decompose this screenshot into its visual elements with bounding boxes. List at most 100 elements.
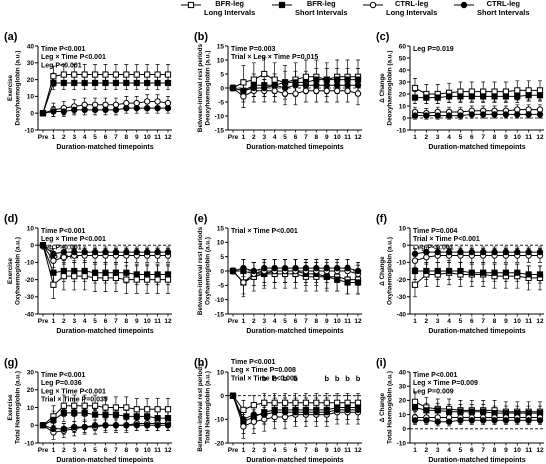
marker	[229, 267, 237, 275]
x-tick-label: 12	[354, 318, 362, 325]
marker	[344, 82, 351, 89]
y-tick-label: 0	[30, 111, 34, 118]
marker	[411, 94, 419, 101]
marker	[354, 279, 362, 286]
marker	[112, 274, 120, 281]
annotation: Leg P=0.001	[41, 244, 82, 251]
annotation: Leg P=0.019	[413, 46, 454, 53]
x-tick-label: 10	[514, 318, 522, 325]
panel-label: (i)	[376, 357, 387, 369]
marker	[302, 264, 310, 272]
y-tick-label: -15	[215, 127, 225, 134]
marker	[354, 406, 362, 414]
x-tick-label: 9	[504, 447, 508, 454]
annotation: Leg × Time P<0.001	[41, 236, 106, 243]
series-line	[415, 419, 540, 423]
x-tick-label: 1	[413, 134, 417, 141]
marker	[133, 104, 140, 112]
y-tick-label: 0	[220, 85, 224, 92]
y-tick-label: 10	[399, 103, 407, 110]
x-tick-label: 6	[104, 447, 108, 454]
marker	[344, 406, 351, 414]
marker	[323, 264, 330, 272]
x-tick-label: 11	[344, 447, 351, 454]
x-tick-label: 12	[164, 134, 172, 141]
y-tick-label: -5	[218, 283, 224, 290]
x-tick-label: 2	[62, 447, 66, 454]
marker	[313, 87, 320, 95]
x-tick-label: 5	[93, 134, 97, 141]
y-axis-label: Deoxyhaemoglobin (a.u.)	[15, 51, 22, 126]
marker	[91, 79, 99, 87]
marker	[50, 416, 57, 424]
marker	[60, 254, 68, 261]
marker	[71, 267, 78, 275]
y-tick-label: -10	[397, 440, 407, 447]
marker	[154, 276, 161, 283]
marker	[502, 111, 510, 118]
marker	[271, 76, 278, 83]
marker	[91, 71, 99, 78]
marker	[323, 76, 330, 83]
y-tick-label: 50	[399, 55, 407, 62]
x-tick-label: 9	[325, 134, 329, 141]
marker	[333, 87, 341, 95]
marker	[292, 82, 299, 89]
marker	[144, 71, 151, 78]
panel-label: (d)	[4, 213, 18, 225]
y-tick-label: -5	[218, 99, 224, 106]
panel: (a) Exercise Deoxyhaemoglobin (a.u.)-10 0 10…	[4, 31, 172, 151]
x-tick-label: 8	[315, 318, 319, 325]
marker	[71, 106, 78, 114]
significance-label: b	[345, 374, 350, 383]
y-axis-label: Oxyhaemoglobin (a.u.)	[387, 237, 394, 305]
x-tick-label: 6	[294, 447, 298, 454]
legend-label: BFR-leg Short Intervals	[295, 0, 348, 17]
marker	[468, 408, 475, 415]
marker	[240, 423, 247, 430]
x-tick-label: 11	[525, 447, 532, 454]
panel-label: (a)	[4, 31, 18, 43]
marker	[281, 409, 289, 416]
marker	[491, 269, 498, 276]
marker	[423, 248, 430, 256]
marker	[240, 87, 247, 95]
marker	[50, 281, 57, 288]
marker	[354, 82, 362, 89]
panel: (d) Exercise Oxyhaemoglobin (a.u.)-40 -30 -2…	[4, 213, 172, 335]
marker	[60, 267, 67, 275]
marker	[323, 273, 330, 280]
marker	[334, 276, 341, 283]
x-tick-label: 8	[315, 134, 319, 141]
x-tick-label: 12	[536, 447, 544, 454]
y-tick-label: -30	[397, 294, 407, 301]
marker	[39, 110, 47, 117]
x-tick-label: 8	[493, 134, 497, 141]
marker	[323, 87, 330, 95]
marker	[514, 93, 521, 100]
marker	[434, 418, 441, 425]
x-tick-label: 5	[283, 447, 287, 454]
x-tick-label: 9	[135, 447, 139, 454]
x-tick-label: 2	[252, 318, 256, 325]
marker	[50, 425, 57, 432]
x-tick-label: 7	[481, 318, 485, 325]
marker	[261, 70, 268, 78]
marker	[91, 411, 99, 418]
x-tick-label: 5	[283, 318, 287, 325]
marker	[102, 274, 109, 281]
marker	[281, 90, 289, 97]
marker	[479, 417, 487, 424]
marker	[460, 1, 468, 9]
y-axis-label: Exercise	[7, 394, 14, 420]
x-tick-label: 8	[125, 318, 129, 325]
y-axis-label: Between-interval rest periods	[197, 363, 204, 452]
y-tick-label: -10	[215, 113, 225, 120]
y-tick-label: 10	[217, 369, 225, 376]
x-tick-label: 10	[514, 447, 522, 454]
marker	[102, 404, 109, 411]
marker	[144, 79, 151, 87]
x-tick-label: 3	[262, 318, 266, 325]
y-axis-label: Δ Change	[379, 256, 386, 286]
marker	[50, 269, 57, 276]
